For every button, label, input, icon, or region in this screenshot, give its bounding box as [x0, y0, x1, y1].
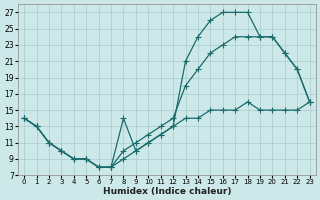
X-axis label: Humidex (Indice chaleur): Humidex (Indice chaleur)	[103, 187, 231, 196]
